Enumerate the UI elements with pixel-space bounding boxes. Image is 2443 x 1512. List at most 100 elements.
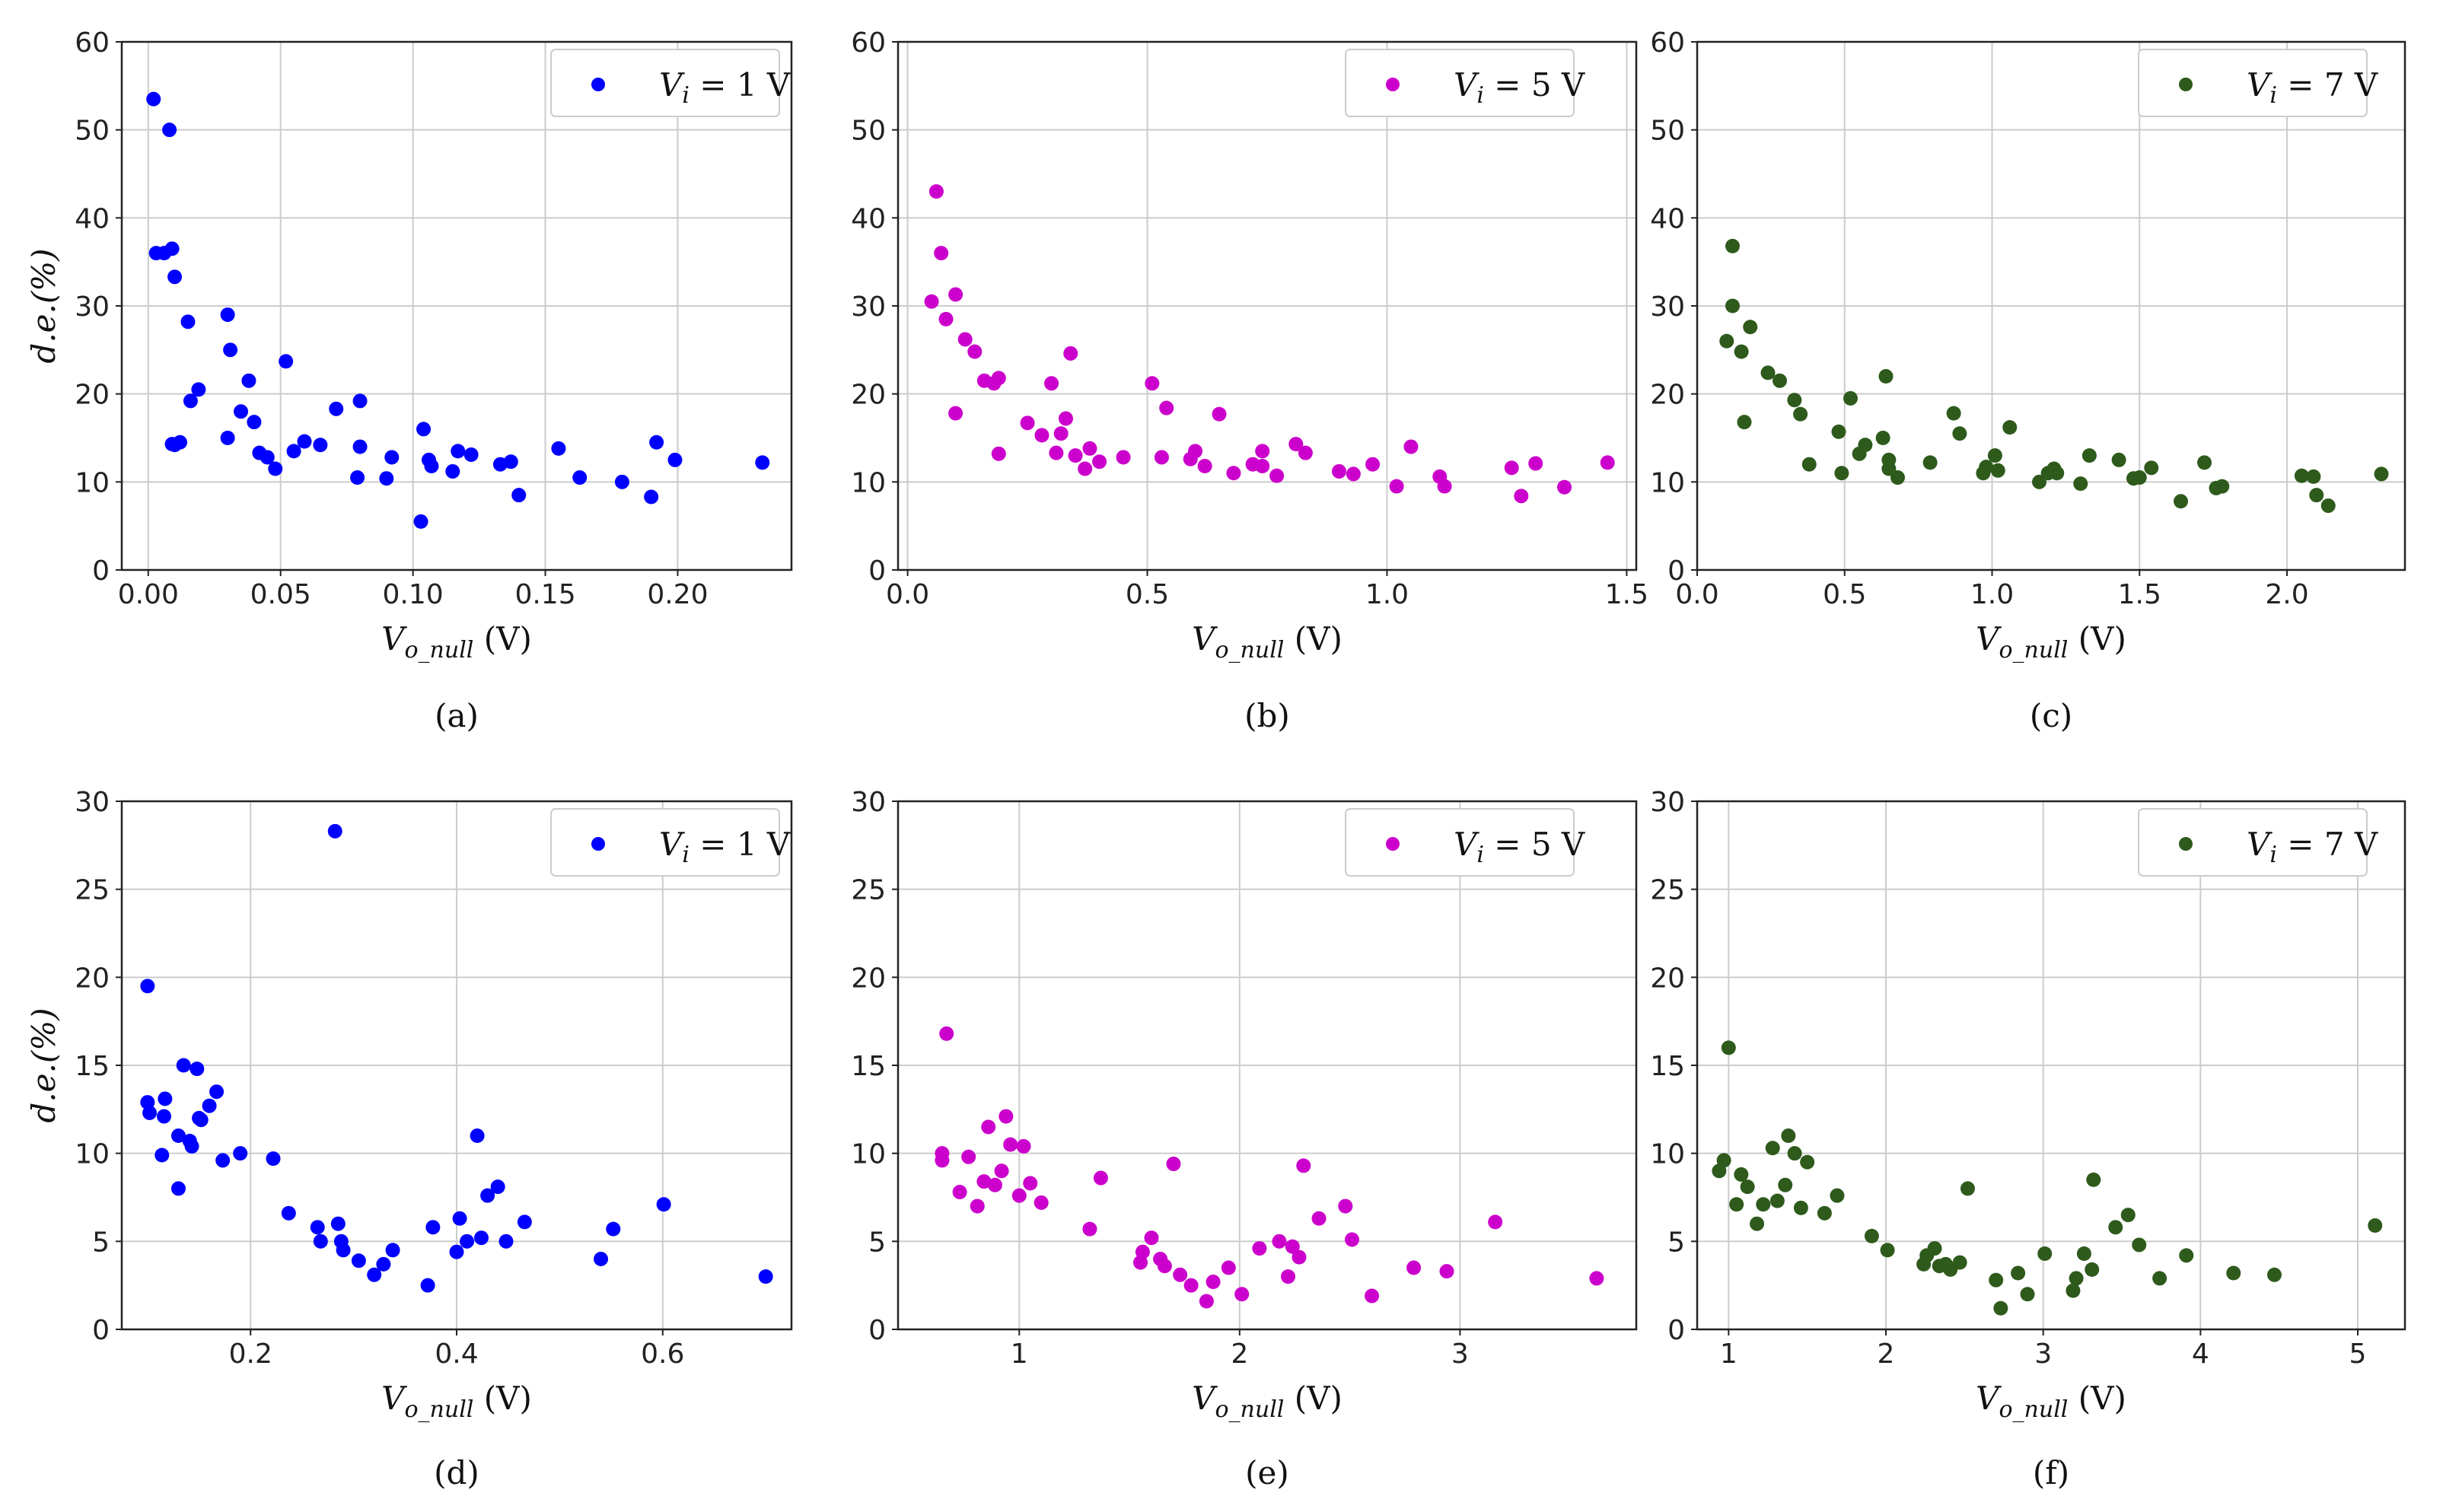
y-tick-label: 5	[92, 1227, 110, 1258]
data-point	[1769, 1193, 1785, 1208]
panel-d: 0.2 0.4 0.6 0 5 10 15 20 25 30 Vi = 1 V Vo_null (…	[25, 787, 793, 1491]
scatter-points	[140, 823, 773, 1293]
data-point	[1226, 466, 1241, 481]
y-tick-label: 30	[851, 787, 886, 818]
data-point	[158, 1091, 173, 1106]
x-tick-label: 1.0	[1970, 579, 2014, 610]
data-point	[1979, 460, 1994, 475]
data-point	[2050, 466, 2065, 481]
legend-sub: i	[1476, 842, 1484, 868]
legend-var: V	[2247, 826, 2273, 863]
data-point	[1765, 1141, 1780, 1156]
data-point	[1255, 459, 1270, 474]
scatter-points	[1712, 1040, 2383, 1316]
y-tick-label: 15	[1650, 1051, 1685, 1082]
data-point	[1922, 455, 1938, 470]
data-point	[473, 1230, 489, 1246]
data-point	[498, 1233, 514, 1249]
data-point	[1144, 1230, 1159, 1246]
data-point	[352, 393, 368, 409]
data-point	[1989, 1272, 2004, 1288]
data-point	[606, 1221, 621, 1237]
y-tick-label: 60	[75, 27, 110, 59]
data-point	[1016, 1138, 1031, 1154]
data-point	[1023, 1176, 1038, 1191]
data-point	[1864, 1228, 1879, 1243]
data-point	[1068, 448, 1083, 463]
data-point	[952, 1185, 967, 1200]
data-point	[551, 441, 566, 456]
data-point	[2020, 1287, 2035, 1302]
data-point	[1197, 459, 1212, 474]
svg-text:Vi = 1 V: Vi = 1 V	[659, 66, 791, 109]
data-point	[1199, 1294, 1214, 1309]
panel-c: 0.0 0.5 1.0 1.5 2.0 0 10 20 30 40 50 60 Vi = 7 V Vo…	[1650, 27, 2406, 734]
legend-var: V	[2247, 66, 2273, 103]
legend-marker	[591, 78, 605, 91]
data-point	[416, 422, 432, 437]
data-point	[1843, 390, 1858, 406]
y-tick-label: 40	[75, 203, 110, 234]
data-point	[1183, 1278, 1199, 1293]
data-point	[413, 514, 428, 529]
data-point	[2081, 448, 2097, 463]
data-point	[1173, 1267, 1188, 1282]
legend-box	[2138, 808, 2368, 877]
y-tick-label: 40	[851, 203, 886, 234]
data-point	[424, 459, 439, 474]
data-point	[649, 435, 664, 450]
data-point	[170, 1128, 186, 1144]
data-point	[1252, 1241, 1267, 1256]
data-point	[1406, 1260, 1422, 1275]
data-point	[961, 1149, 976, 1164]
data-point	[1116, 450, 1131, 465]
x-tick-label: 1	[1011, 1339, 1028, 1370]
x-tick-label: 2	[1878, 1339, 1895, 1370]
x-axis-label: Vo_null (V)	[1976, 620, 2126, 664]
data-point	[350, 470, 365, 485]
legend-sub: i	[2269, 842, 2277, 868]
x-axis-label: Vo_null (V)	[1976, 1380, 2126, 1423]
legend-var: V	[1454, 826, 1479, 863]
data-point	[1311, 1211, 1327, 1226]
gridlines	[898, 801, 1636, 1330]
data-point	[957, 332, 973, 347]
data-point	[1296, 1158, 1311, 1173]
data-point	[1439, 1264, 1454, 1279]
data-point	[999, 1109, 1014, 1124]
data-point	[939, 1026, 954, 1041]
data-point	[260, 450, 275, 465]
data-point	[1331, 463, 1346, 479]
y-tick-label: 20	[75, 380, 110, 411]
panel-caption: (b)	[1244, 697, 1290, 734]
data-point	[2174, 494, 2188, 509]
scatter-points	[1719, 238, 2389, 514]
legend-var: V	[659, 826, 685, 863]
data-point	[1049, 445, 1064, 460]
data-point	[1773, 373, 1787, 388]
svg-text:Vi = 5 V: Vi = 5 V	[1454, 66, 1585, 109]
data-point	[511, 488, 527, 503]
data-point	[1834, 466, 1849, 481]
data-point	[1946, 406, 1961, 421]
data-point	[281, 1205, 296, 1221]
data-point	[1053, 426, 1069, 441]
y-tick-label: 0	[1667, 555, 1685, 587]
data-point	[503, 454, 518, 470]
data-point	[1034, 1195, 1049, 1210]
data-point	[1092, 454, 1107, 470]
legend-value: = 7 V	[2277, 66, 2378, 103]
data-point	[1875, 431, 1890, 445]
panel-caption: (a)	[435, 697, 479, 734]
legend-value: = 5 V	[1484, 66, 1585, 103]
scatter-points	[146, 91, 770, 529]
x-axis-label: Vo_null (V)	[1192, 620, 1343, 664]
y-tick-label: 25	[75, 875, 110, 906]
data-point	[336, 1243, 351, 1258]
data-point	[1721, 1040, 1736, 1055]
x-tick-label: 2.0	[2265, 579, 2308, 610]
data-point	[758, 1269, 773, 1284]
